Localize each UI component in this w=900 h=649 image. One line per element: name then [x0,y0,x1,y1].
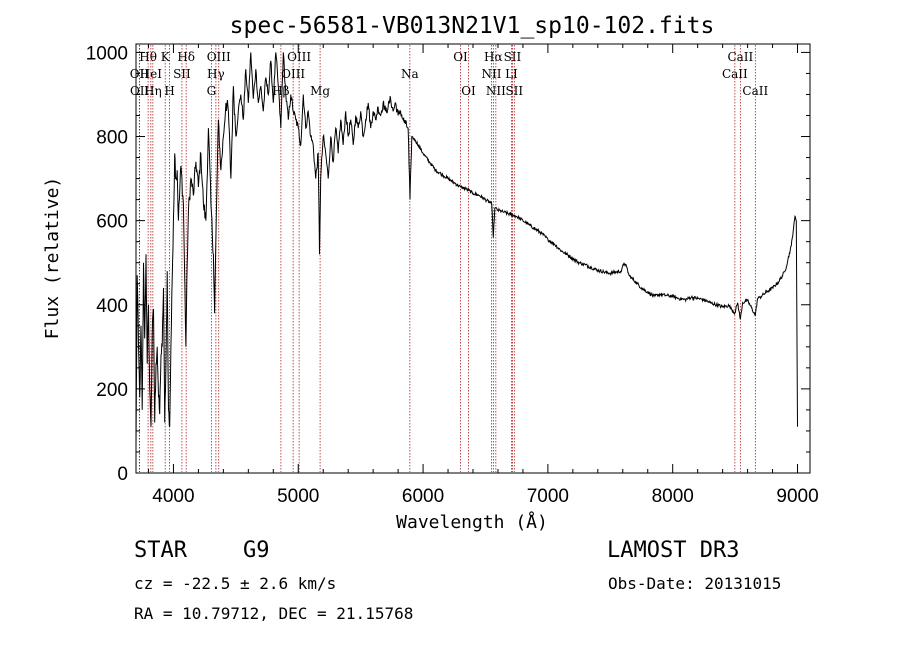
emission-line-label: LI [505,67,518,81]
emission-line-label: NII [481,67,501,81]
emission-line-label: OII [130,84,150,98]
emission-line-label: SII [505,84,523,98]
x-axis-label: Wavelength (Å) [396,511,548,533]
emission-line-label: HeI [140,67,163,81]
object-class: STAR [134,538,187,563]
x-tick-label: 5000 [277,486,319,507]
emission-line-label: OII [130,67,150,81]
emission-line-label: CaII [722,67,748,81]
spectrum-line [135,52,798,448]
y-tick-label: 400 [96,296,128,317]
y-tick-label: 200 [96,380,128,401]
emission-line-label: Hβ [272,84,289,98]
y-axis: 0 200 400 600 800 1000 [86,43,810,485]
x-tick-label: 7000 [527,486,569,507]
emission-line-label: Hη [144,84,162,98]
emission-line-markers [138,45,756,472]
emission-line-label: Mg [310,84,330,98]
emission-line-label: SII [504,50,522,64]
emission-line-label: CaII [727,50,753,64]
y-tick-label: 0 [117,464,128,485]
chart-title: spec-56581-VB013N21V1_sp10-102.fits [230,13,715,39]
y-axis-label: Flux (relative) [42,177,63,340]
emission-line-label: SII [173,67,191,81]
emission-line-label: OIII [207,50,231,64]
spectrum-series [135,52,798,448]
emission-line-label: OI [461,84,476,98]
y-tick-label: 600 [96,212,128,233]
x-tick-label: 6000 [402,486,444,507]
emission-line-label: CaII [742,84,768,98]
emission-line-label: OI [453,50,468,64]
x-tick-label: 8000 [652,486,694,507]
emission-line-label: H [164,84,174,98]
emission-line-label: Hδ [177,50,195,64]
coordinates: RA = 10.79712, DEC = 21.15768 [134,604,414,623]
redshift-text: cz = -22.5 ± 2.6 km/s [134,574,337,593]
obs-date: Obs-Date: 20131015 [608,574,782,593]
plot-frame [135,43,811,474]
emission-line-label: OIII [287,50,311,64]
emission-line-label: Hθ [139,50,157,64]
emission-line-label: Hγ [207,67,225,81]
y-tick-label: 800 [96,128,128,149]
x-tick-label: 4000 [152,486,194,507]
emission-line-label: Hα [484,50,503,64]
x-tick-label: 9000 [776,486,818,507]
y-tick-label: 1000 [86,43,128,64]
emission-line-label: G [207,84,217,98]
emission-line-label: K [161,50,171,64]
emission-line-label: Na [401,67,419,81]
emission-line-label: OIII [281,67,305,81]
x-axis: 4000 5000 6000 7000 8000 9000 [147,44,819,507]
spectrum-chart: spec-56581-VB013N21V1_sp10-102.fits Hθ OI… [42,13,819,533]
emission-line-label: NII [486,84,506,98]
subclass: G9 [243,538,270,563]
survey-name: LAMOST DR3 [607,538,740,563]
